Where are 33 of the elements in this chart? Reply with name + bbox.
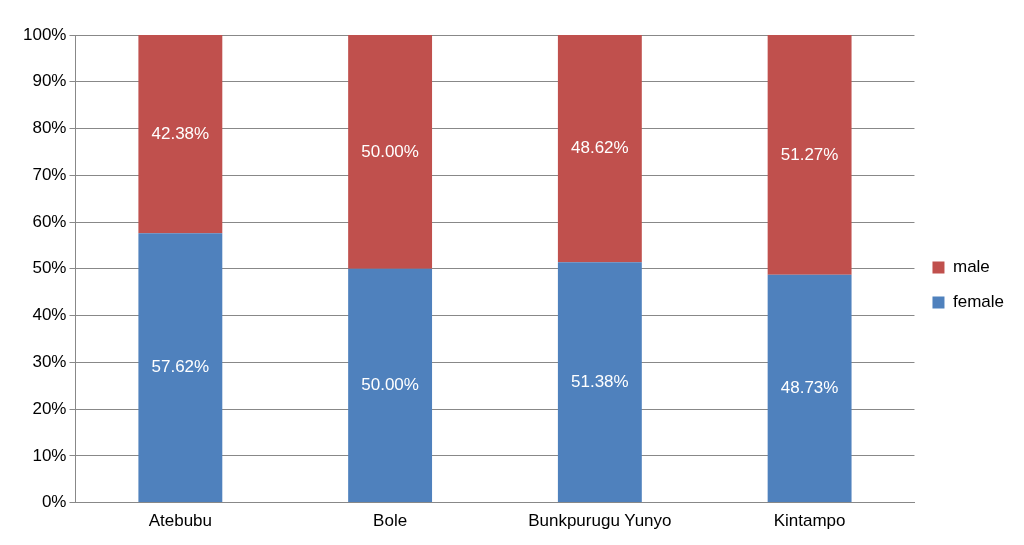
data-label: 42.38% (151, 123, 210, 143)
x-tick-label: Bunkpurugu Yunyo (528, 511, 672, 531)
data-label: 57.62% (151, 357, 210, 377)
y-tick-label: 20% (32, 398, 67, 418)
data-label: 51.27% (780, 144, 839, 164)
y-tick-label: 50% (32, 258, 67, 278)
y-tick-label: 70% (32, 164, 67, 184)
bar (557, 262, 642, 503)
y-tick-label: 30% (32, 352, 67, 372)
data-label: 48.73% (780, 378, 839, 398)
bar (767, 35, 852, 275)
data-label: 50.00% (361, 141, 419, 161)
bar (557, 35, 642, 263)
x-tick-label: Bole (373, 511, 408, 531)
data-label: 51.38% (571, 371, 629, 391)
y-tick-label: 10% (32, 445, 67, 465)
bar (767, 274, 852, 503)
x-tick-label: Kintampo (773, 511, 846, 531)
x-tick-label: Atebubu (148, 511, 213, 531)
data-label: 48.62% (571, 138, 629, 158)
legend-label: female (952, 292, 1005, 312)
bar (348, 35, 433, 269)
y-tick-label: 100% (23, 24, 67, 44)
y-tick-label: 40% (32, 305, 67, 325)
bar (138, 35, 223, 234)
bar (348, 268, 433, 503)
y-tick-label: 60% (32, 211, 67, 231)
data-label: 50.00% (361, 375, 419, 395)
legend-label: male (952, 257, 990, 277)
bar (138, 233, 223, 503)
y-tick-label: 80% (32, 118, 67, 138)
y-tick-label: 0% (41, 492, 67, 512)
y-tick-label: 90% (32, 71, 67, 91)
